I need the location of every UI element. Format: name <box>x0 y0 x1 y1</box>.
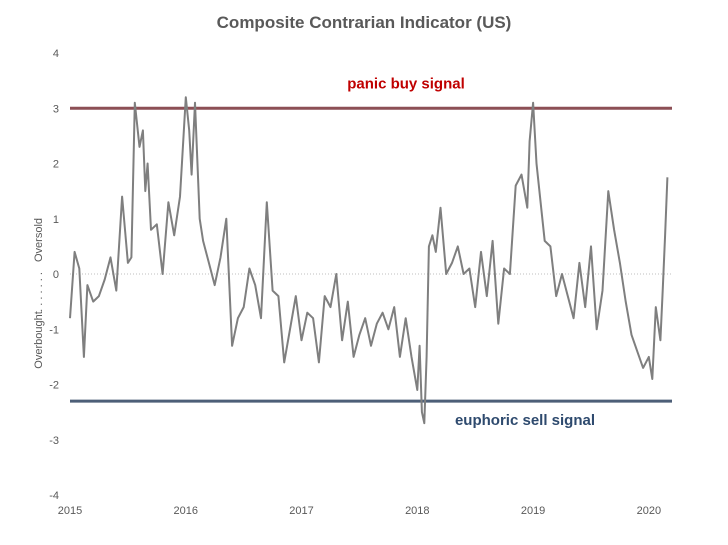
y-axis-label-separator: . . . . . . . <box>33 272 45 312</box>
chart-title: Composite Contrarian Indicator (US) <box>217 13 512 32</box>
y-tick-label: -2 <box>49 380 59 392</box>
x-tick-label: 2015 <box>58 505 82 517</box>
reference-line-labels: panic buy signal euphoric sell signal <box>347 75 595 429</box>
x-tick-label: 2019 <box>521 505 545 517</box>
y-axis-ticks: 4 3 2 1 0 -1 -2 -3 -4 <box>49 48 59 502</box>
series-line <box>69 96 669 425</box>
y-tick-label: -1 <box>49 324 59 336</box>
y-axis-label-oversold: Oversold <box>33 218 45 262</box>
x-tick-label: 2016 <box>174 505 198 517</box>
x-tick-label: 2020 <box>637 505 661 517</box>
y-tick-label: 0 <box>53 269 59 281</box>
y-axis-label: Oversold . . . . . . . Overbought <box>33 218 45 369</box>
y-tick-label: -3 <box>49 435 59 447</box>
y-tick-label: 3 <box>53 103 59 115</box>
reference-line-label: panic buy signal <box>347 75 465 92</box>
x-tick-label: 2017 <box>289 505 313 517</box>
y-tick-label: -4 <box>49 490 59 502</box>
x-axis-ticks: 2015 2016 2017 2018 2019 2020 <box>58 505 661 517</box>
x-tick-label: 2018 <box>405 505 429 517</box>
y-tick-label: 1 <box>53 214 59 226</box>
reference-lines <box>70 106 672 403</box>
y-tick-label: 4 <box>53 48 59 60</box>
series-group <box>69 96 669 425</box>
reference-line-label: euphoric sell signal <box>455 412 595 429</box>
y-tick-label: 2 <box>53 159 59 171</box>
y-axis-label-overbought: Overbought <box>33 311 45 368</box>
